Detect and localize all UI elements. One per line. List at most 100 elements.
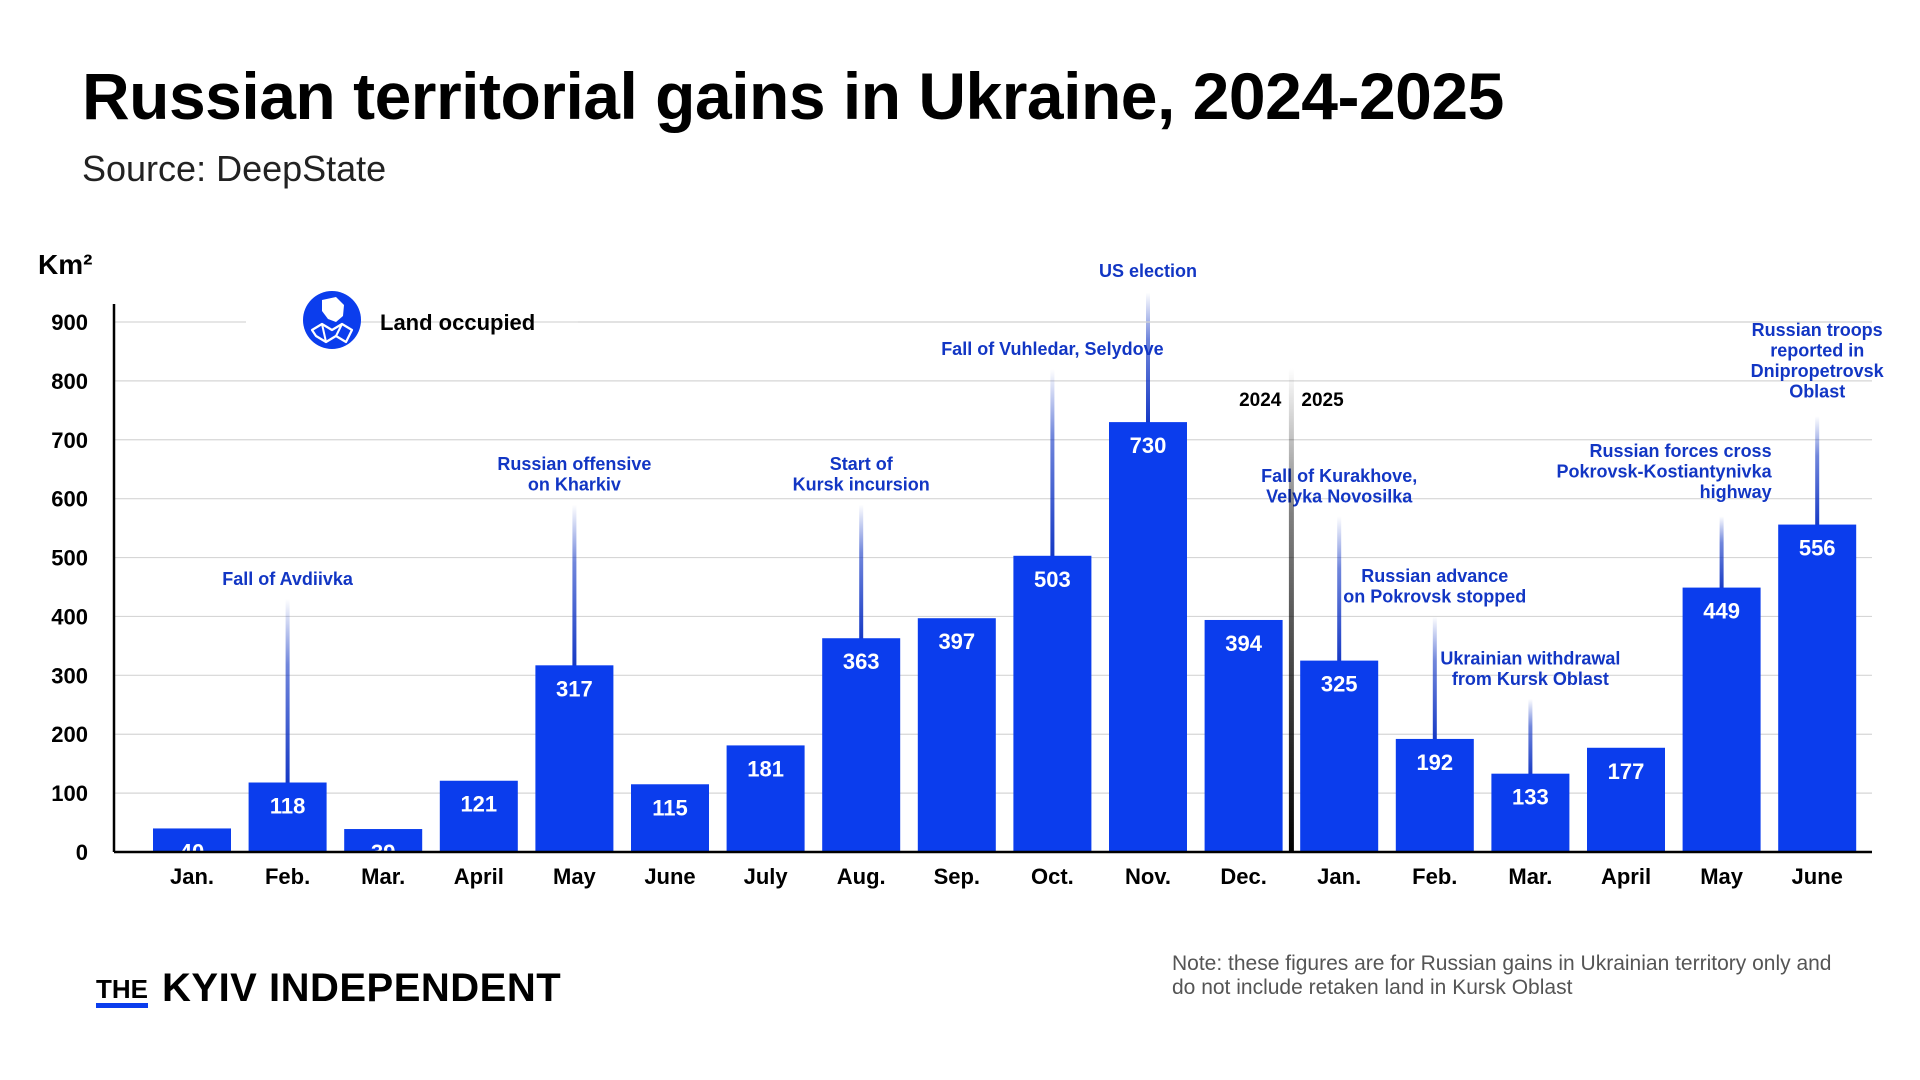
bar	[1682, 587, 1761, 852]
bar-value-label: 394	[1225, 631, 1262, 656]
x-tick-label: Aug.	[837, 864, 886, 889]
x-tick-label: Dec.	[1220, 864, 1266, 889]
legend-label: Land occupied	[380, 310, 535, 335]
chart-title: Russian territorial gains in Ukraine, 20…	[82, 59, 1504, 133]
bar	[822, 638, 901, 852]
bar	[1395, 738, 1474, 852]
x-tick-label: June	[644, 864, 695, 889]
y-tick-label: 800	[51, 369, 88, 394]
bar-value-label: 192	[1416, 750, 1453, 775]
x-tick-label: July	[744, 864, 789, 889]
annotation-text: on Kharkiv	[528, 475, 621, 495]
y-axis-label: Km²	[38, 249, 92, 280]
annotation-text: Russian advance	[1361, 566, 1508, 586]
annotation-text: Russian offensive	[497, 454, 651, 474]
annotation-leader-line	[1050, 369, 1055, 560]
annotation-text: Pokrovsk-Kostiantynivka	[1557, 462, 1773, 482]
chart-source: Source: DeepState	[82, 148, 387, 189]
x-tick-label: Mar.	[1508, 864, 1552, 889]
annotation-text: highway	[1700, 482, 1772, 502]
bar-value-label: 115	[652, 795, 688, 820]
annotation-leader-line	[1815, 416, 1820, 529]
year-label-2025: 2025	[1301, 390, 1344, 411]
y-tick-label: 900	[51, 310, 88, 335]
bar	[726, 745, 805, 852]
bar	[1587, 747, 1665, 852]
annotation-leader-line	[1719, 516, 1724, 592]
annotation-text: Dnipropetrovsk	[1751, 361, 1885, 381]
y-tick-label: 0	[76, 840, 88, 865]
bar	[1013, 555, 1092, 852]
annotation-text: Fall of Avdiivka	[222, 569, 354, 589]
bar-value-label: 363	[843, 649, 880, 674]
y-tick-label: 700	[51, 428, 88, 453]
bar	[344, 829, 423, 852]
annotation-leader-line	[285, 598, 290, 787]
x-tick-label: April	[1601, 864, 1651, 889]
brand-name: KYIV INDEPENDENT	[162, 966, 562, 1010]
annotation-text: Start of	[830, 454, 894, 474]
bar-value-label: 397	[938, 629, 975, 654]
annotation-text: Russian troops	[1752, 320, 1883, 340]
bar	[631, 784, 709, 852]
x-tick-label: Jan.	[170, 864, 214, 889]
annotation-leader-line	[1337, 516, 1342, 665]
y-tick-label: 300	[51, 663, 88, 688]
annotation-leader-line	[859, 504, 864, 643]
bar	[1778, 524, 1857, 852]
bar-value-label: 121	[460, 792, 497, 817]
footnote: Note: these figures are for Russian gain…	[1172, 952, 1832, 999]
bar	[153, 828, 231, 852]
x-tick-label: April	[454, 864, 504, 889]
x-tick-label: Feb.	[265, 864, 310, 889]
annotation-text: Russian forces cross	[1590, 441, 1772, 461]
y-tick-label: 200	[51, 722, 88, 747]
x-tick-label: Nov.	[1125, 864, 1171, 889]
bar-value-label: 730	[1130, 433, 1167, 458]
x-tick-label: Oct.	[1031, 864, 1074, 889]
annotation-text: Fall of Vuhledar, Selydove	[941, 339, 1163, 359]
x-tick-label: May	[1700, 864, 1744, 889]
annotation-text: Velyka Novosilka	[1266, 486, 1413, 506]
annotation-text: Oblast	[1789, 382, 1845, 402]
x-tick-label: May	[553, 864, 597, 889]
annotation-text: reported in	[1770, 341, 1864, 361]
map-region-icon	[303, 291, 361, 349]
annotation-text: on Pokrovsk stopped	[1343, 586, 1526, 606]
brand-the: THE	[96, 976, 148, 1008]
year-divider	[1288, 368, 1294, 852]
bar	[1300, 660, 1379, 852]
bar-value-label: 181	[747, 756, 784, 781]
annotation-text: US election	[1099, 261, 1197, 281]
bar-value-label: 503	[1034, 567, 1071, 592]
bar-value-label: 325	[1321, 672, 1358, 697]
bar	[1109, 422, 1187, 852]
annotation-text: Fall of Kurakhove,	[1261, 466, 1417, 486]
year-label-2024: 2024	[1239, 390, 1282, 411]
x-tick-label: Feb.	[1412, 864, 1457, 889]
bar-value-label: 177	[1608, 759, 1645, 784]
bar	[1491, 773, 1570, 852]
bar-value-label: 449	[1703, 599, 1740, 624]
bar-value-label: 556	[1799, 536, 1836, 561]
x-tick-label: Mar.	[361, 864, 405, 889]
x-tick-label: Jan.	[1317, 864, 1361, 889]
annotation-text: Ukrainian withdrawal	[1440, 648, 1620, 668]
annotation-text: from Kursk Oblast	[1452, 669, 1609, 689]
annotation-leader-line	[572, 504, 577, 670]
bar	[535, 665, 614, 852]
y-tick-label: 400	[51, 604, 88, 629]
x-tick-label: Sep.	[934, 864, 980, 889]
brand-logo: THE KYIV INDEPENDENT	[96, 968, 561, 1008]
annotation-text: Kursk incursion	[793, 475, 930, 495]
bar-value-label: 133	[1512, 785, 1549, 810]
y-tick-label: 500	[51, 546, 88, 571]
bar-value-label: 317	[556, 676, 593, 701]
annotation-leader-line	[1146, 292, 1150, 427]
x-tick-label: June	[1792, 864, 1843, 889]
bar	[917, 618, 996, 852]
bar	[439, 780, 518, 852]
annotation-leader-line	[1528, 698, 1533, 778]
y-tick-label: 100	[51, 781, 88, 806]
